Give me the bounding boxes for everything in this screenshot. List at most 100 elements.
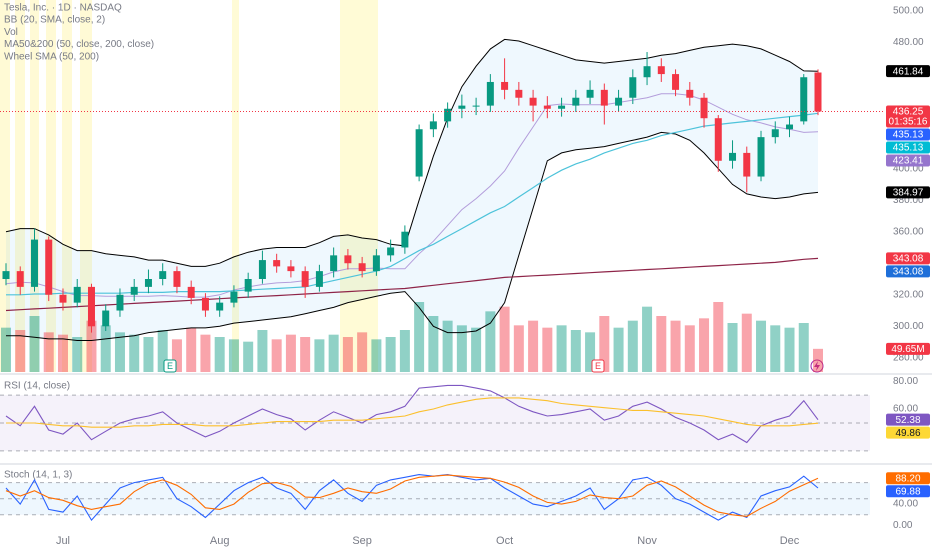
candle-body bbox=[757, 137, 765, 177]
indicator-label[interactable]: MA50&200 (50, close, 200, close) bbox=[4, 39, 154, 50]
volume-bar bbox=[471, 327, 482, 372]
candle-body bbox=[486, 81, 494, 106]
x-tick-label: Aug bbox=[210, 535, 230, 547]
session-band bbox=[15, 0, 25, 372]
volume-bar bbox=[670, 320, 681, 372]
volume-bar bbox=[741, 313, 752, 372]
indicator-line bbox=[5, 474, 819, 517]
volume-bar bbox=[257, 330, 268, 372]
volume-bar bbox=[15, 330, 26, 372]
volume-bar bbox=[157, 330, 168, 372]
volume-bar bbox=[228, 339, 239, 372]
session-band bbox=[232, 0, 239, 372]
volume-bar bbox=[271, 339, 282, 372]
volume-bar bbox=[328, 334, 339, 372]
candle-body bbox=[344, 255, 352, 264]
session-band bbox=[340, 0, 378, 372]
price-badge bbox=[886, 65, 930, 78]
price-badge-label: 461.84 bbox=[893, 66, 924, 77]
candle-body bbox=[244, 279, 252, 292]
candle-body bbox=[358, 263, 366, 272]
volume-bar bbox=[770, 325, 781, 372]
candle-body bbox=[429, 121, 437, 130]
indicator-label[interactable]: BB (20, SMA, close, 2) bbox=[4, 15, 105, 26]
price-badge bbox=[886, 186, 930, 199]
indicator-label[interactable]: Wheel SMA (50, 200) bbox=[4, 52, 99, 63]
volume-bar bbox=[756, 320, 767, 372]
y-tick-label: 480.00 bbox=[893, 37, 924, 48]
moving-average-line bbox=[5, 257, 819, 312]
volume-bar bbox=[798, 323, 809, 372]
candle-body bbox=[714, 118, 722, 161]
volume-bar bbox=[784, 327, 795, 372]
volume-bar bbox=[528, 320, 539, 372]
candle-body bbox=[372, 255, 380, 272]
volume-bar bbox=[499, 306, 510, 372]
volume-bar bbox=[556, 325, 567, 372]
event-marker[interactable] bbox=[163, 359, 177, 373]
price-badge bbox=[886, 252, 930, 265]
indicator-label[interactable]: Vol bbox=[4, 27, 18, 38]
volume-bar bbox=[143, 337, 154, 372]
price-badge bbox=[886, 105, 930, 128]
candle-body bbox=[130, 286, 138, 295]
y-tick-label: 80.00 bbox=[893, 376, 918, 387]
candle-body bbox=[330, 255, 338, 272]
candle-body bbox=[116, 294, 124, 311]
y-tick-label: 500.00 bbox=[893, 6, 924, 17]
volume-bar bbox=[200, 334, 211, 372]
candle-body bbox=[230, 291, 238, 303]
candle-body bbox=[543, 105, 551, 109]
chart-title: Tesla, Inc. · 1D · NASDAQ bbox=[4, 3, 122, 14]
volume-bar bbox=[428, 316, 439, 372]
candle-body bbox=[187, 286, 195, 298]
y-tick-label: 300.00 bbox=[893, 321, 924, 332]
y-tick-label: 40.00 bbox=[893, 499, 918, 510]
price-badge-label: 435.13 bbox=[893, 130, 924, 141]
volume-bar bbox=[599, 316, 610, 372]
volume-bar bbox=[171, 339, 182, 372]
price-badge-label: 384.97 bbox=[893, 187, 924, 198]
candle-body bbox=[458, 105, 466, 109]
volume-bar bbox=[627, 320, 638, 372]
candle-body bbox=[444, 108, 452, 122]
price-badge-label: 435.13 bbox=[893, 143, 924, 154]
volume-bar bbox=[214, 337, 225, 372]
candle-body bbox=[657, 66, 665, 75]
event-marker[interactable] bbox=[591, 359, 605, 373]
candle-body bbox=[387, 247, 395, 256]
candle-body bbox=[472, 105, 480, 107]
candle-body bbox=[87, 286, 95, 327]
volume-bar bbox=[699, 318, 710, 372]
volume-bar bbox=[100, 325, 111, 372]
y-tick-label: 360.00 bbox=[893, 226, 924, 237]
bollinger-lower bbox=[6, 131, 819, 341]
volume-bar bbox=[300, 337, 311, 372]
candle-body bbox=[173, 271, 181, 287]
y-tick-label: 380.00 bbox=[893, 195, 924, 206]
candle-body bbox=[672, 74, 680, 90]
volume-bar bbox=[713, 302, 724, 372]
event-label: E bbox=[167, 361, 173, 371]
indicator-title[interactable]: RSI (14, close) bbox=[4, 381, 70, 392]
volume-bar bbox=[613, 327, 624, 372]
volume-bar bbox=[442, 320, 453, 372]
indicator-title[interactable]: Stoch (14, 1, 3) bbox=[4, 470, 72, 481]
candle-body bbox=[786, 124, 794, 130]
candle-body bbox=[45, 239, 53, 295]
candle-body bbox=[800, 77, 808, 122]
bollinger-basis bbox=[5, 93, 819, 298]
volume-bar bbox=[72, 337, 83, 372]
volume-bar bbox=[86, 320, 97, 372]
price-badge bbox=[886, 265, 930, 278]
candle-body bbox=[401, 231, 409, 248]
volume-bar bbox=[585, 332, 596, 372]
candle-body bbox=[700, 97, 708, 119]
countdown-label: 01:35:16 bbox=[889, 117, 928, 128]
price-badge-label: 343.08 bbox=[893, 267, 924, 278]
candle-body bbox=[73, 286, 81, 303]
volume-bar bbox=[29, 316, 40, 372]
candle-body bbox=[144, 279, 152, 287]
candle-body bbox=[529, 97, 537, 106]
y-tick-label: 320.00 bbox=[893, 289, 924, 300]
